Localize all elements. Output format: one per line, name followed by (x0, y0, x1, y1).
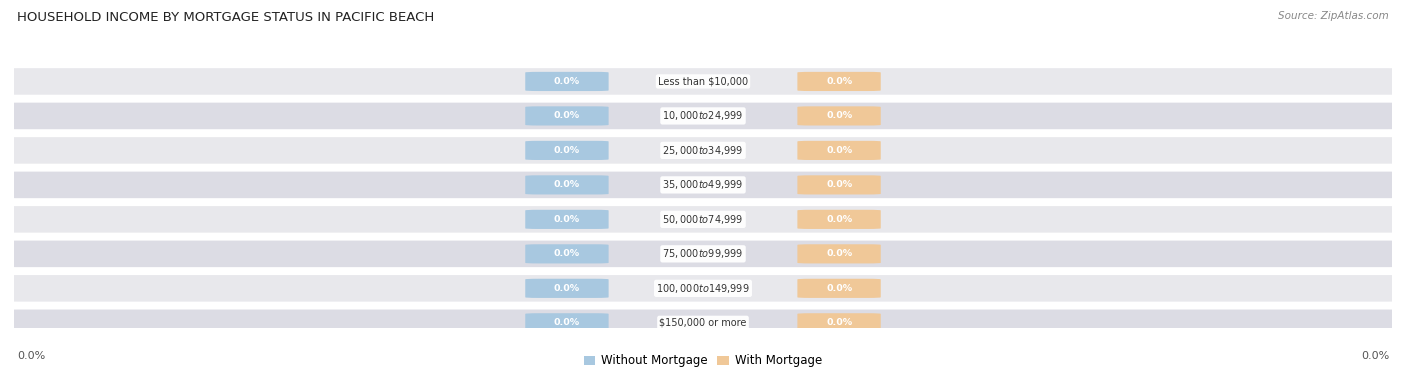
Text: $75,000 to $99,999: $75,000 to $99,999 (662, 247, 744, 261)
FancyBboxPatch shape (797, 313, 880, 333)
Text: Less than $10,000: Less than $10,000 (658, 77, 748, 86)
Text: 0.0%: 0.0% (825, 249, 852, 258)
Text: $10,000 to $24,999: $10,000 to $24,999 (662, 109, 744, 123)
Text: 0.0%: 0.0% (554, 284, 581, 293)
Text: 0.0%: 0.0% (1361, 351, 1389, 361)
FancyBboxPatch shape (797, 72, 880, 91)
Text: 0.0%: 0.0% (554, 146, 581, 155)
FancyBboxPatch shape (0, 137, 1406, 164)
Text: 0.0%: 0.0% (554, 77, 581, 86)
Text: Source: ZipAtlas.com: Source: ZipAtlas.com (1278, 11, 1389, 21)
FancyBboxPatch shape (797, 141, 880, 160)
FancyBboxPatch shape (797, 106, 880, 126)
FancyBboxPatch shape (0, 172, 1406, 198)
FancyBboxPatch shape (526, 141, 609, 160)
FancyBboxPatch shape (0, 68, 1406, 95)
Text: 0.0%: 0.0% (825, 77, 852, 86)
Text: 0.0%: 0.0% (825, 284, 852, 293)
Text: 0.0%: 0.0% (17, 351, 45, 361)
FancyBboxPatch shape (526, 279, 609, 298)
Text: 0.0%: 0.0% (554, 112, 581, 120)
Text: $35,000 to $49,999: $35,000 to $49,999 (662, 178, 744, 192)
Text: $25,000 to $34,999: $25,000 to $34,999 (662, 144, 744, 157)
Text: 0.0%: 0.0% (554, 180, 581, 189)
FancyBboxPatch shape (526, 210, 609, 229)
Text: $50,000 to $74,999: $50,000 to $74,999 (662, 213, 744, 226)
FancyBboxPatch shape (797, 175, 880, 195)
FancyBboxPatch shape (526, 72, 609, 91)
Text: 0.0%: 0.0% (554, 318, 581, 327)
Text: 0.0%: 0.0% (554, 215, 581, 224)
Text: 0.0%: 0.0% (825, 215, 852, 224)
Text: 0.0%: 0.0% (825, 146, 852, 155)
FancyBboxPatch shape (0, 103, 1406, 129)
FancyBboxPatch shape (526, 244, 609, 264)
FancyBboxPatch shape (0, 310, 1406, 336)
Text: HOUSEHOLD INCOME BY MORTGAGE STATUS IN PACIFIC BEACH: HOUSEHOLD INCOME BY MORTGAGE STATUS IN P… (17, 11, 434, 24)
Text: $150,000 or more: $150,000 or more (659, 318, 747, 328)
Text: 0.0%: 0.0% (825, 318, 852, 327)
FancyBboxPatch shape (526, 106, 609, 126)
Text: 0.0%: 0.0% (825, 180, 852, 189)
FancyBboxPatch shape (0, 206, 1406, 233)
FancyBboxPatch shape (797, 244, 880, 264)
Text: $100,000 to $149,999: $100,000 to $149,999 (657, 282, 749, 295)
FancyBboxPatch shape (797, 210, 880, 229)
Legend: Without Mortgage, With Mortgage: Without Mortgage, With Mortgage (583, 354, 823, 367)
FancyBboxPatch shape (526, 313, 609, 333)
Text: 0.0%: 0.0% (825, 112, 852, 120)
FancyBboxPatch shape (0, 241, 1406, 267)
FancyBboxPatch shape (797, 279, 880, 298)
FancyBboxPatch shape (0, 275, 1406, 302)
FancyBboxPatch shape (526, 175, 609, 195)
Text: 0.0%: 0.0% (554, 249, 581, 258)
